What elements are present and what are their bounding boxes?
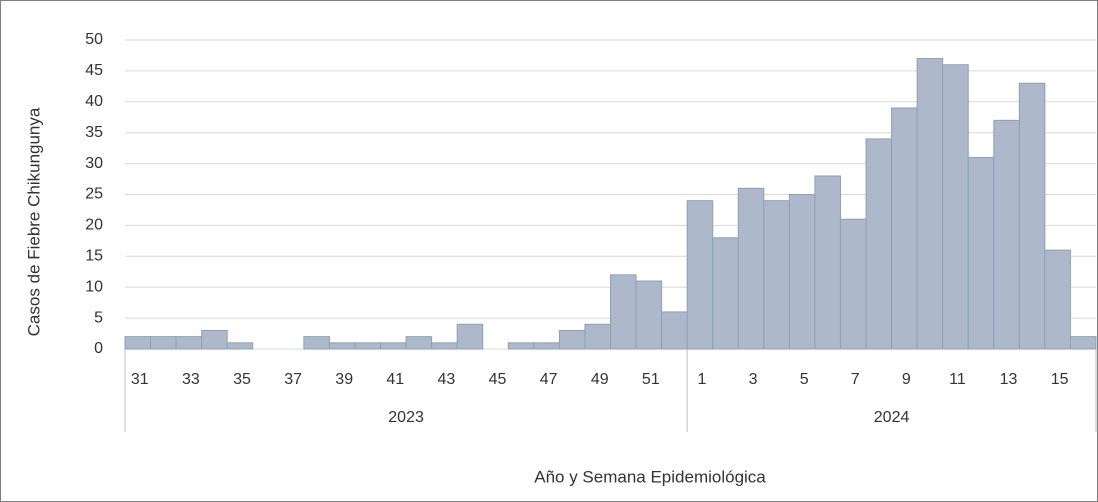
bar <box>584 323 612 350</box>
bar <box>993 119 1020 350</box>
y-tick-label: 10 <box>85 278 103 295</box>
x-tick-label: 47 <box>540 371 558 388</box>
x-tick-label: 9 <box>902 371 911 388</box>
x-axis-title: Año y Semana Epidemiológica <box>534 467 766 486</box>
bar <box>533 342 560 350</box>
bar <box>967 156 995 350</box>
bar <box>916 58 944 350</box>
bar <box>303 336 330 350</box>
y-tick-label: 15 <box>85 248 103 265</box>
x-tick-label: 51 <box>642 371 660 388</box>
bar <box>712 237 739 350</box>
bar <box>405 336 433 350</box>
bar <box>431 342 458 350</box>
y-tick-label: 5 <box>94 309 103 326</box>
x-tick-label: 37 <box>284 371 302 388</box>
bar <box>865 138 893 350</box>
bar <box>1044 249 1071 350</box>
bar <box>328 342 356 350</box>
x-tick-label: 13 <box>1000 371 1018 388</box>
bar <box>788 194 816 350</box>
x-tick-label: 7 <box>851 371 860 388</box>
bar <box>610 274 637 350</box>
bar <box>1018 82 1046 350</box>
bar <box>1069 336 1097 350</box>
y-tick-label: 40 <box>85 93 103 110</box>
x-tick-label: 1 <box>697 371 706 388</box>
group-label: 2023 <box>388 409 424 426</box>
bar <box>814 175 841 350</box>
bar <box>380 342 407 350</box>
bar <box>456 323 484 350</box>
group-label: 2024 <box>874 409 910 426</box>
bar <box>686 200 714 350</box>
bar <box>175 336 203 350</box>
bar <box>354 342 382 350</box>
y-tick-label: 35 <box>85 124 103 141</box>
x-tick-label: 43 <box>438 371 456 388</box>
x-tick-label: 39 <box>335 371 353 388</box>
bar <box>891 107 918 350</box>
x-tick-label: 11 <box>949 371 966 388</box>
y-axis-title: Casos de Fiebre Chikungunya <box>24 107 43 336</box>
x-tick-label: 45 <box>489 371 507 388</box>
bar <box>507 342 535 350</box>
x-tick-label: 49 <box>591 371 609 388</box>
bar <box>737 187 765 350</box>
bar <box>661 311 688 350</box>
bar <box>226 342 254 350</box>
x-tick-label: 33 <box>182 371 200 388</box>
bar <box>942 64 969 350</box>
y-tick-label: 50 <box>85 31 103 48</box>
y-tick-label: 25 <box>85 186 103 203</box>
bar <box>763 200 790 350</box>
x-tick-label: 3 <box>749 371 758 388</box>
y-tick-label: 0 <box>94 340 103 357</box>
bar <box>124 336 152 350</box>
bar <box>839 218 867 350</box>
bar <box>635 280 663 350</box>
x-tick-label: 15 <box>1051 371 1069 388</box>
y-tick-label: 30 <box>85 155 103 172</box>
y-tick-label: 20 <box>85 217 103 234</box>
x-tick-label: 5 <box>800 371 809 388</box>
y-tick-label: 45 <box>85 62 103 79</box>
bar <box>558 329 586 350</box>
x-tick-label: 35 <box>233 371 251 388</box>
bar <box>150 336 177 350</box>
x-tick-label: 41 <box>386 371 404 388</box>
x-tick-label: 31 <box>131 371 149 388</box>
bar <box>201 329 228 350</box>
